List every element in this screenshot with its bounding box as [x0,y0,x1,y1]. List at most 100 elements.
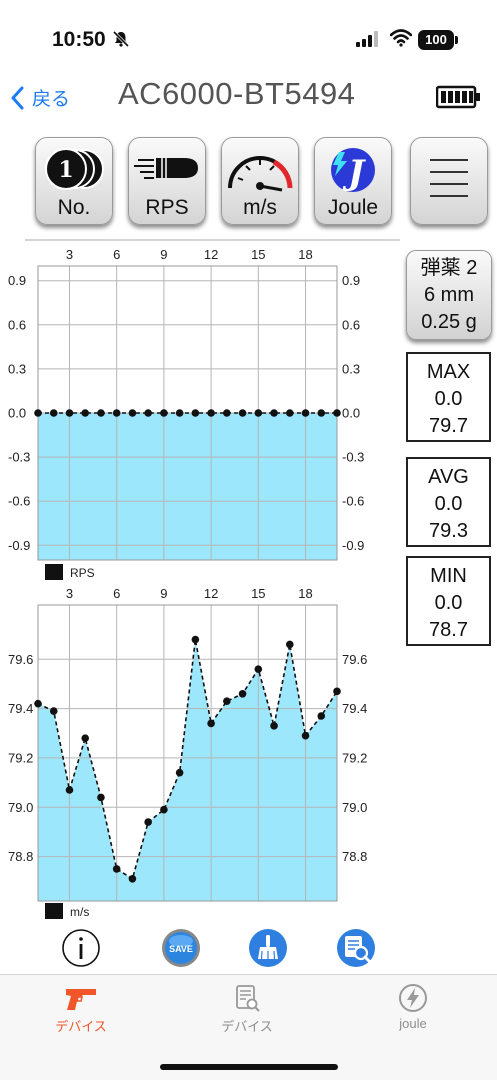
ammo-button[interactable]: 弾薬 2 6 mm 0.25 g [406,250,492,340]
search-records-icon[interactable] [336,928,376,968]
status-time: 10:50 [52,28,106,51]
chart-1-legend-swatch [45,564,63,580]
count-button[interactable]: 1 No. [35,137,113,225]
chart-1-data-point [81,409,90,417]
chart-1-ytick-label-left: 0.6 [8,317,26,332]
chart-2-data-point [34,699,42,708]
chart-1-xtick-label: 12 [204,247,218,262]
chart-2-data-point [49,707,58,715]
chart-2-ytick-label-left: 79.6 [8,652,33,667]
chart-2-ytick-label-left: 78.8 [8,849,33,864]
tab-device[interactable]: デバイス [26,983,136,1035]
chart-1-xtick-label: 6 [113,247,120,262]
back-label: 戻る [32,89,71,110]
chart-2-ytick-label-left: 79.4 [8,701,33,716]
chart-1-data-point [112,409,121,417]
chart-2-ytick-label-left: 79.2 [8,750,33,765]
avg-stat-box: AVG 0.0 79.3 [406,457,491,547]
min-speed-value: 78.7 [429,619,468,641]
chart-1-data-point [34,409,42,417]
chart-2-data-point [160,805,168,814]
chart-2-data-point [97,793,105,802]
tab-bar: デバイス デバイス joule [0,974,497,1080]
chart-1-data-point [317,409,326,417]
chart-1-ytick-label-right: -0.9 [342,538,364,553]
shot-count-icon: 1 [45,148,104,190]
tab-device-records[interactable]: デバイス [192,983,302,1035]
chart-2-data-point [301,731,310,740]
joule-icon: J [331,148,375,193]
rps-label: RPS [145,196,189,219]
wifi-icon [390,29,412,47]
max-rps-value: 0.0 [434,388,463,410]
battery-nub [455,36,458,44]
chart-1-data-point [144,409,152,417]
chart-1-ytick-label-left: -0.3 [8,450,30,465]
chart-2-data-point [128,875,137,883]
count-icon-number: 1 [58,157,73,183]
hamburger-menu-icon [430,159,468,197]
chart-1-ytick-label-left: -0.6 [8,494,30,509]
chart-2-ytick-label-right: 78.8 [342,849,367,864]
speedometer-icon [228,156,293,192]
count-label: No. [57,196,91,219]
chart-2-data-point [191,635,200,644]
chevron-left-icon [11,86,24,109]
speed-button[interactable]: m/s [221,137,299,225]
save-icon[interactable]: SAVE [161,928,201,968]
chart-1-ytick-label-right: 0.6 [342,317,360,332]
chart-1-xtick-label: 9 [160,247,167,262]
chart-1-data-point [65,409,74,417]
chart-2-ytick-label-left: 79.0 [8,800,33,815]
tab-device-records-label: デバイス [221,1019,273,1034]
avg-rps-value: 0.0 [434,493,463,515]
ammo-weight: 0.25 g [421,311,477,333]
chart-2-xtick-label: 18 [298,586,312,601]
charts-area: 3 6 9 12 15 18 0.9 0.9 0.6 0.6 0.3 0.3 0.0 0.0 -0.3 -0.… [8,239,400,919]
chart-1-ytick-label-right: 0.3 [342,361,360,376]
chart-2-data-point [207,719,215,728]
rps-button[interactable]: RPS [128,137,206,225]
chart-1-xtick-label: 18 [298,247,312,262]
chart-2-data-point [112,865,121,873]
chart-2-data-point [81,734,90,742]
min-stat-box: MIN 0.0 78.7 [406,556,491,646]
chart-1-data-point [160,409,168,417]
chart-1-ytick-label-left: 0.0 [8,406,26,421]
chart-2-ytick-label-right: 79.2 [342,750,367,765]
cellular-signal-icon [356,31,378,47]
page-title: AC6000-BT5494 [118,76,356,111]
info-icon[interactable] [61,928,101,968]
chart-2-xtick-label: 3 [66,586,73,601]
chart-1-data-point [97,409,105,417]
menu-button[interactable] [410,137,488,225]
joule-button[interactable]: J Joule [314,137,392,225]
chart-1-data-point [333,409,341,417]
chart-1-data-point [223,409,231,417]
chart-2-series-line [37,639,338,881]
chart-2-data-point [238,690,247,698]
chart-1-area [38,413,337,560]
save-icon-label: SAVE [169,944,193,954]
chart-1-ytick-label-right: 0.0 [342,406,360,421]
tab-joule[interactable]: joule [358,983,468,1031]
chart-2-data-point [333,687,341,696]
chart-2-data-point [65,786,74,794]
tab-joule-label: joule [399,1016,427,1031]
max-stat-box: MAX 0.0 79.7 [406,352,491,442]
chart-2-data-point [175,768,184,777]
nav-bar: 戻る AC6000-BT5494 [0,70,497,120]
chart-2-ytick-label-right: 79.4 [342,701,367,716]
chart-2-data-point [317,712,326,720]
max-speed-value: 79.7 [429,415,468,437]
home-indicator [160,1064,338,1070]
chart-2-ytick-label-right: 79.0 [342,800,367,815]
ammo-caliber: 6 mm [424,284,474,306]
chart-2-data-point [254,665,263,673]
chart-1-data-point [49,409,58,417]
avg-label: AVG [428,466,469,488]
chart-2-xtick-label: 9 [160,586,167,601]
clear-broom-icon[interactable] [248,928,288,968]
back-button[interactable]: 戻る [10,84,70,111]
chart-2-data-point [223,697,231,705]
